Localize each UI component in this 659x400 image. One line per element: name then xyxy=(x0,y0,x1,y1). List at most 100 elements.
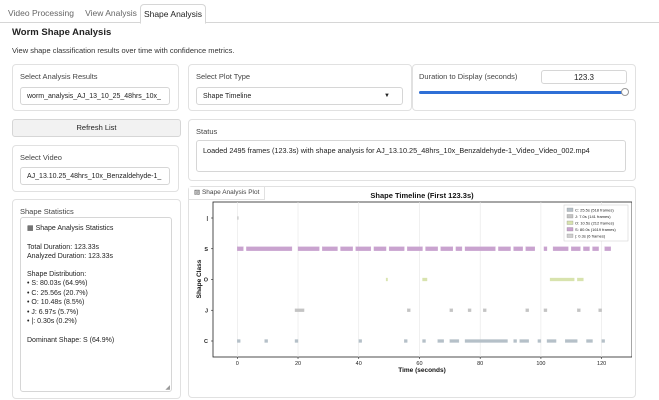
timeline-segment-j xyxy=(525,308,529,312)
duration-slider-thumb[interactable] xyxy=(620,88,629,96)
x-tick-label: 60 xyxy=(416,361,422,367)
shape-statistics-textarea[interactable]: ▦ Shape Analysis Statistics Total Durati… xyxy=(20,217,172,392)
duration-number-input[interactable]: 123.3 xyxy=(541,70,627,84)
timeline-segment-c xyxy=(294,339,299,343)
timeline-segment-c xyxy=(449,339,460,343)
y-tick-label: J xyxy=(205,308,208,314)
status-label: Status xyxy=(196,127,218,136)
timeline-segment-s xyxy=(604,246,611,251)
timeline-segment-o xyxy=(385,277,388,282)
legend-swatch xyxy=(566,220,574,225)
legend-label: |: 0.3s (6 frames) xyxy=(575,233,606,238)
legend-swatch xyxy=(566,233,574,238)
timeline-segment-s xyxy=(525,246,535,251)
timeline-segment-s xyxy=(498,246,511,251)
x-tick-label: 20 xyxy=(295,361,301,367)
refresh-list-button[interactable]: Refresh List xyxy=(12,119,181,137)
timeline-segment-c xyxy=(437,339,444,343)
timeline-segment-c xyxy=(422,339,426,343)
shape-statistics-panel: Shape Statistics ▦ Shape Analysis Statis… xyxy=(12,199,181,399)
distribution-item: • O: 10.48s (8.5%) xyxy=(27,299,85,306)
timeline-segment-s xyxy=(425,246,438,251)
distribution-item: • |: 0.30s (0.2%) xyxy=(27,318,77,325)
timeline-segment-c xyxy=(358,339,362,343)
status-textbox[interactable]: Loaded 2495 frames (123.3s) with shape a… xyxy=(196,140,626,172)
timeline-segment-c xyxy=(264,339,268,343)
legend-swatch xyxy=(566,207,574,212)
legend-label: O: 10.5s (212 frames) xyxy=(575,220,615,225)
y-tick-label: | xyxy=(206,216,208,222)
analyzed-duration: Analyzed Duration: 123.33s xyxy=(27,253,113,260)
statistics-heading-text: Shape Analysis Statistics xyxy=(35,225,114,232)
timeline-segment-j xyxy=(577,308,581,312)
analysis-results-dropdown[interactable]: worm_analysis_AJ_13_10_25_48hrs_10x_ xyxy=(20,87,170,105)
duration-slider[interactable] xyxy=(419,88,629,96)
chart-title: Shape Timeline (First 123.3s) xyxy=(370,191,474,200)
plot-type-panel: Select Plot Type Shape Timeline ▼ xyxy=(188,64,412,111)
tab-view-analysis[interactable]: View Analysis xyxy=(85,8,137,18)
statistics-heading: ▦ Shape Analysis Statistics xyxy=(27,224,114,234)
analysis-results-panel: Select Analysis Results worm_analysis_AJ… xyxy=(12,64,179,111)
timeline-segment-j xyxy=(407,308,411,312)
timeline-segment-j xyxy=(449,308,454,312)
plot-type-label: Select Plot Type xyxy=(196,72,251,81)
timeline-segment-c xyxy=(537,339,542,343)
timeline-segment-s xyxy=(237,246,244,251)
distribution-item: • J: 6.97s (5.7%) xyxy=(27,308,79,316)
image-icon: ▨ xyxy=(194,189,201,196)
timeline-segment-c xyxy=(404,339,408,343)
legend-swatch xyxy=(566,214,574,219)
timeline-segment-s xyxy=(571,246,581,251)
duration-slider-fill xyxy=(419,91,625,94)
timeline-segment-s xyxy=(543,246,548,251)
duration-panel: Duration to Display (seconds) 123.3 xyxy=(412,64,636,111)
duration-label: Duration to Display (seconds) xyxy=(419,72,518,81)
timeline-segment-s xyxy=(513,246,523,251)
video-dropdown[interactable]: AJ_13.10.25_48hrs_10x_Benzaldehyde-1_ xyxy=(20,167,170,185)
video-panel: Select Video AJ_13.10.25_48hrs_10x_Benza… xyxy=(12,145,179,192)
tab-shape-analysis[interactable]: Shape Analysis xyxy=(140,4,206,24)
distribution-item: • C: 25.56s (20.7%) xyxy=(27,289,88,297)
timeline-segment-s xyxy=(246,246,293,251)
timeline-segment-s xyxy=(322,246,338,251)
timeline-segment-s xyxy=(440,246,454,251)
resize-handle-icon[interactable]: ◢ xyxy=(165,385,170,391)
total-duration: Total Duration: 123.33s xyxy=(27,243,99,251)
timeline-segment-s xyxy=(455,246,463,251)
timeline-segment-s xyxy=(592,246,599,251)
timeline-segment-s xyxy=(464,246,496,251)
legend-label: C: 25.5s (518 frames) xyxy=(575,207,614,212)
timeline-segment-c xyxy=(513,339,517,343)
analysis-results-label: Select Analysis Results xyxy=(20,72,98,81)
timeline-segment-o xyxy=(549,277,575,282)
video-label: Select Video xyxy=(20,153,62,162)
bar-chart-icon: ▦ xyxy=(27,225,34,232)
distribution-item: • S: 80.03s (64.9%) xyxy=(27,280,88,287)
shape-statistics-label: Shape Statistics xyxy=(20,207,74,216)
timeline-segment-s xyxy=(407,246,423,251)
dominant-shape: Dominant Shape: S (64.9%) xyxy=(27,336,115,344)
timeline-segment-c xyxy=(464,339,508,343)
y-axis-label: Shape Class xyxy=(196,259,203,298)
plot-panel: ▨ Shape Analysis Plot Shape Timeline (Fi… xyxy=(188,186,636,398)
page-title: Worm Shape Analysis xyxy=(12,27,112,38)
timeline-segment-c xyxy=(519,339,529,343)
plot-type-dropdown[interactable]: Shape Timeline ▼ xyxy=(196,87,403,105)
y-tick-label: C xyxy=(204,339,208,345)
status-text: Loaded 2495 frames (123.3s) with shape a… xyxy=(203,146,590,155)
tab-bar-divider xyxy=(0,22,659,23)
chevron-down-icon: ▼ xyxy=(384,93,390,99)
timeline-segment-c xyxy=(601,339,605,343)
timeline-segment-j xyxy=(467,308,472,312)
timeline-segment-s xyxy=(355,246,372,251)
timeline-segment-bar xyxy=(237,216,239,220)
legend-box xyxy=(563,204,629,242)
tab-video-processing[interactable]: Video Processing xyxy=(8,8,74,18)
plot-type-value: Shape Timeline xyxy=(203,93,252,100)
timeline-segment-j xyxy=(294,308,305,312)
status-panel: Status Loaded 2495 frames (123.3s) with … xyxy=(188,119,636,181)
legend-swatch xyxy=(566,227,574,232)
legend-label: J: 7.0s (141 frames) xyxy=(575,214,611,219)
x-tick-label: 80 xyxy=(477,361,483,367)
x-axis-label: Time (seconds) xyxy=(398,367,446,374)
